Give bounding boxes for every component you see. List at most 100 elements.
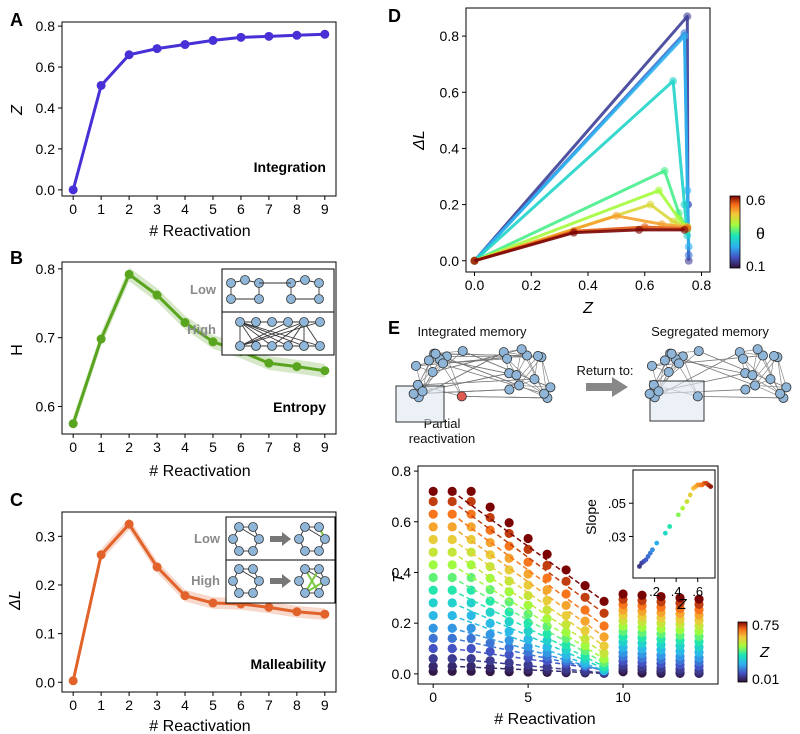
x-tick-label: 0.8 (692, 277, 712, 293)
data-point (599, 608, 609, 618)
data-point (236, 32, 246, 42)
network-node (314, 278, 324, 288)
network-node (644, 388, 655, 399)
data-point (208, 337, 218, 347)
network-node (740, 384, 751, 395)
network-node (504, 384, 515, 395)
network-node (545, 382, 556, 393)
network-node (299, 341, 309, 351)
data-point (504, 518, 514, 528)
data-point (523, 626, 533, 636)
inset-arrow-shaft (270, 578, 282, 584)
panel-e-letter: E (388, 318, 400, 338)
panel-a-frame (61, 21, 337, 197)
network-node (314, 294, 324, 304)
panel-d-colorbar-label: θ (756, 226, 765, 243)
network-edge (461, 395, 548, 399)
network-node (283, 317, 293, 327)
network-node (254, 294, 264, 304)
panel-c-annotation: Malleability (251, 656, 327, 672)
network-node (300, 588, 310, 598)
data-point (504, 649, 514, 660)
data-point (523, 533, 533, 544)
panel-e-ticks: 0 5 10 0.0 0.2 0.4 0.6 0.8 (392, 463, 632, 705)
x-tick-label: 4 (181, 201, 189, 217)
panel-b-letter: B (10, 248, 23, 268)
y-tick-label: 0.6 (36, 59, 56, 75)
network-node (673, 358, 684, 369)
data-point (580, 592, 590, 602)
x-tick-label: 4 (181, 439, 189, 455)
theta-series-point (684, 242, 693, 251)
data-point (447, 486, 457, 496)
series-line (71, 32, 325, 191)
data-point (523, 634, 533, 644)
data-point (428, 572, 438, 583)
data-point (68, 419, 78, 429)
data-point (504, 617, 514, 627)
network-node (286, 294, 296, 304)
network-node (646, 360, 657, 371)
theta-series-line (473, 189, 689, 263)
data-point (320, 366, 330, 376)
data-point (466, 496, 476, 507)
data-point (292, 362, 302, 372)
data-point (523, 600, 533, 610)
data-point (561, 589, 571, 599)
theta-series-point (635, 225, 644, 234)
network-node (781, 382, 792, 393)
data-point (124, 269, 134, 279)
panel-e-inset-xlabel: Z (676, 596, 687, 613)
x-tick-label: 0.4 (578, 277, 598, 293)
y-tick-label: 0.8 (36, 18, 56, 34)
data-point (561, 640, 571, 650)
network-node (768, 351, 779, 362)
panel-e-xlabel: # Reactivation (494, 711, 595, 728)
data-point (504, 658, 514, 668)
data-point (504, 607, 514, 617)
data-point (580, 605, 590, 615)
y-tick-label: 0.6 (440, 84, 460, 100)
theta-series-line (473, 34, 691, 262)
panel-b-inset-low-label: Low (190, 282, 217, 297)
network-node (410, 360, 421, 371)
network-node (427, 367, 438, 378)
network-edge (435, 353, 538, 357)
data-point (485, 502, 495, 512)
data-point (124, 519, 134, 529)
data-point (264, 358, 274, 368)
data-point (504, 553, 514, 563)
data-point (208, 35, 218, 45)
series-line (71, 272, 326, 425)
data-point (152, 44, 162, 54)
data-point (523, 580, 533, 590)
inset-data-point (708, 484, 714, 490)
panel-a-marks (68, 29, 330, 195)
data-point (542, 629, 552, 639)
network-node (314, 588, 324, 598)
data-point (428, 522, 438, 532)
network-edge (742, 358, 781, 394)
network-node (430, 348, 441, 359)
network-edge (239, 321, 305, 347)
x-tick-label: 3 (153, 201, 161, 217)
inset-data-point (687, 492, 693, 498)
network-node (693, 346, 704, 357)
theta-series-point (680, 200, 689, 209)
x-tick-label: .4 (671, 584, 682, 599)
data-point (466, 643, 476, 654)
data-point (504, 597, 514, 607)
data-point (96, 550, 106, 560)
fit-line (451, 602, 605, 670)
data-point (152, 562, 162, 572)
y-tick-label: 0.8 (392, 463, 412, 479)
data-point (292, 607, 302, 617)
y-tick-label: 0.8 (36, 261, 56, 277)
panel-e-marks (428, 486, 704, 678)
data-point (580, 640, 590, 651)
y-tick-label: 0.6 (36, 398, 56, 414)
data-point (447, 623, 457, 633)
network-node (226, 278, 236, 288)
panel-e-segregated-label: Segregated memory (651, 324, 769, 339)
data-point (599, 641, 609, 651)
